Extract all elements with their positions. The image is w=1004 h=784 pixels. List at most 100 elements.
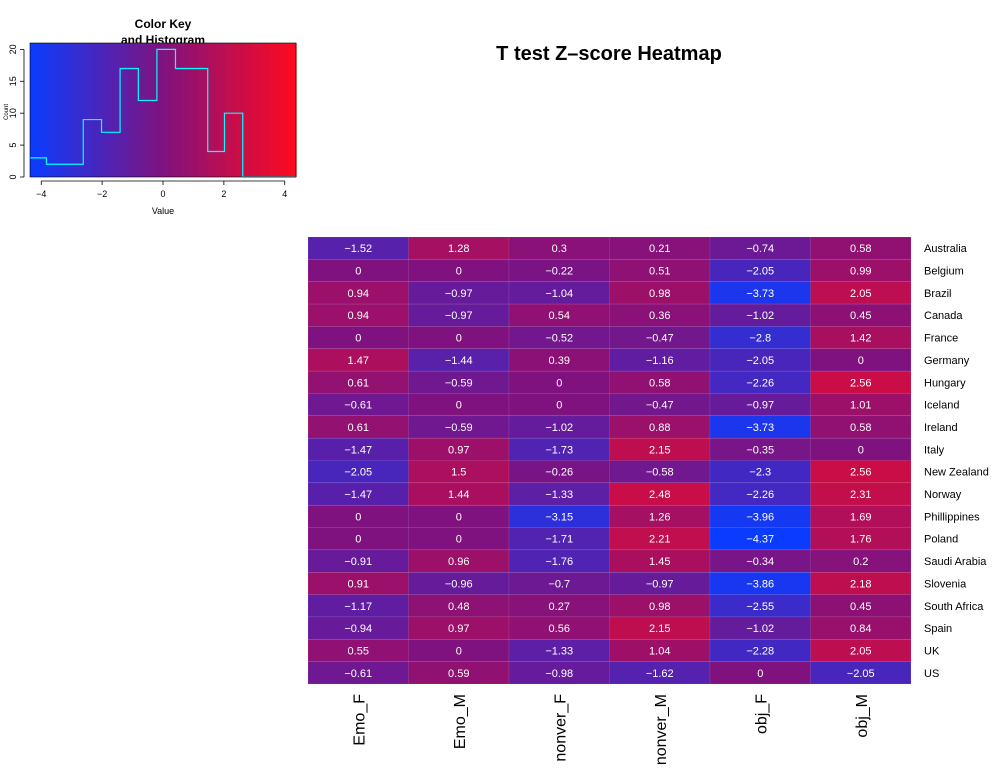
cell-value-label: 0.54 — [549, 310, 570, 322]
cell-value-label: −0.61 — [344, 400, 372, 412]
cell-value-label: −2.28 — [746, 645, 774, 657]
cell-value-label: −0.94 — [344, 623, 372, 635]
row-label: Canada — [924, 310, 963, 322]
color-key-band — [216, 43, 226, 177]
x-tick-label: −2 — [97, 189, 107, 199]
cell-value-label: 2.56 — [850, 467, 871, 479]
cell-value-label: −2.3 — [749, 467, 771, 479]
chart-title: T test Z–score Heatmap — [496, 43, 722, 65]
cell-value-label: 0.61 — [348, 422, 369, 434]
color-key-band — [83, 43, 93, 177]
cell-value-label: −2.8 — [749, 333, 771, 345]
cell-value-label: −3.96 — [746, 511, 774, 523]
cell-value-label: −0.47 — [646, 400, 674, 412]
cell-value-label: 0 — [757, 668, 763, 680]
color-key: Color Key and Histogram −4 −2 0 2 405101520 … — [4, 17, 297, 216]
cell-value-label: −1.44 — [445, 355, 473, 367]
cell-value-label: 1.26 — [649, 511, 670, 523]
cell-value-label: −4.37 — [746, 534, 774, 546]
row-label: Poland — [924, 534, 958, 546]
color-key-frame — [29, 42, 297, 178]
cell-value-label: −1.02 — [746, 310, 774, 322]
cell-value-label: 0 — [355, 511, 361, 523]
cell-value-label: −1.16 — [646, 355, 674, 367]
cell-value-label: −0.97 — [746, 400, 774, 412]
column-label: obj_M — [854, 694, 871, 738]
cell-value-label: −0.97 — [646, 578, 674, 590]
cell-value-label: 0 — [456, 266, 462, 278]
color-key-band — [154, 43, 164, 177]
row-label: Hungary — [924, 377, 966, 389]
cell-value-label: −0.96 — [445, 578, 473, 590]
cell-value-label: 1.42 — [850, 333, 871, 345]
histogram-line — [30, 48, 296, 178]
cell-value-label: 0.98 — [649, 601, 670, 613]
color-key-band — [38, 43, 49, 177]
row-label: Australia — [924, 243, 968, 255]
cell-value-label: −2.55 — [746, 601, 774, 613]
cell-value-label: −2.26 — [746, 377, 774, 389]
cell-value-label: −3.73 — [746, 288, 774, 300]
cell-value-label: 0.3 — [552, 243, 567, 255]
cell-value-label: −2.05 — [847, 668, 875, 680]
cell-value-label: −1.73 — [545, 444, 573, 456]
color-key-band — [92, 43, 102, 177]
cell-value-label: 1.45 — [649, 556, 670, 568]
cell-value-label: 0 — [456, 645, 462, 657]
row-label: South Africa — [924, 601, 984, 613]
column-label: Emo_F — [351, 694, 368, 746]
cell-value-label: 0.88 — [649, 422, 670, 434]
cell-value-label: 2.56 — [850, 377, 871, 389]
color-key-band — [198, 43, 208, 177]
row-label: Iceland — [924, 400, 959, 412]
cell-value-label: 0.94 — [348, 310, 369, 322]
cell-value-label: 0.21 — [649, 243, 670, 255]
cell-value-label: 2.05 — [850, 645, 871, 657]
cell-value-label: −2.05 — [746, 355, 774, 367]
cell-value-label: 0.58 — [649, 377, 670, 389]
cell-value-label: 1.04 — [649, 645, 670, 657]
row-label: Phillippines — [924, 511, 980, 523]
color-key-band — [65, 43, 75, 177]
cell-value-label: −2.05 — [344, 467, 372, 479]
cell-value-label: 1.69 — [850, 511, 871, 523]
cell-value-label: 0.97 — [448, 623, 469, 635]
cell-value-label: 0 — [556, 377, 562, 389]
color-key-xlabel: Value — [152, 206, 174, 216]
cell-value-label: −0.58 — [646, 467, 674, 479]
color-key-band — [127, 43, 137, 177]
color-key-band — [180, 43, 191, 177]
y-tick-label: 20 — [8, 44, 18, 54]
cell-value-label: −2.05 — [746, 266, 774, 278]
cell-value-label: 0.98 — [649, 288, 670, 300]
cell-value-label: 0 — [858, 444, 864, 456]
heatmap-cell — [810, 661, 912, 685]
cell-value-label: 0 — [858, 355, 864, 367]
color-key-title: Color Key — [135, 17, 192, 31]
cell-value-label: 0.91 — [348, 578, 369, 590]
cell-value-label: −3.73 — [746, 422, 774, 434]
cell-value-label: −0.97 — [445, 288, 473, 300]
cell-value-label: −1.04 — [545, 288, 573, 300]
cell-value-label: 0 — [456, 400, 462, 412]
cell-value-label: 0.51 — [649, 266, 670, 278]
cell-value-label: 2.15 — [649, 444, 670, 456]
column-label: Emo_M — [452, 694, 469, 749]
cell-value-label: 0.48 — [448, 601, 469, 613]
cell-value-label: 0 — [456, 511, 462, 523]
x-tick-label: 4 — [282, 189, 287, 199]
cell-value-label: 0.59 — [448, 668, 469, 680]
x-tick-label: 2 — [221, 189, 226, 199]
row-label: Norway — [924, 489, 962, 501]
row-label: New Zealand — [924, 467, 989, 479]
color-key-band — [163, 43, 173, 177]
cell-value-label: 1.76 — [850, 534, 871, 546]
row-label: US — [924, 668, 939, 680]
cell-value-label: −0.74 — [746, 243, 774, 255]
row-label: Belgium — [924, 266, 964, 278]
cell-value-label: −0.52 — [545, 333, 573, 345]
cell-value-label: −1.02 — [545, 422, 573, 434]
column-label: obj_F — [753, 694, 770, 734]
color-key-band — [278, 43, 288, 177]
cell-value-label: 1.44 — [448, 489, 469, 501]
